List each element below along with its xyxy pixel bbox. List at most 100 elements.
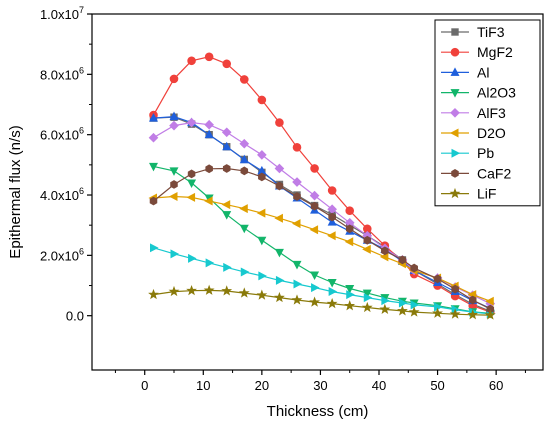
data-point — [398, 298, 408, 308]
data-point — [239, 204, 248, 214]
data-point — [256, 289, 268, 300]
legend-item: D2O — [441, 125, 506, 141]
data-point — [408, 306, 420, 317]
data-point — [344, 237, 354, 247]
legend-marker — [450, 107, 460, 118]
x-axis-label: Thickness (cm) — [267, 403, 369, 420]
data-point — [186, 192, 196, 202]
data-point — [327, 279, 337, 288]
data-point — [170, 180, 178, 189]
data-point — [467, 309, 479, 320]
data-point — [204, 52, 214, 62]
data-point — [275, 118, 284, 127]
data-point — [203, 284, 215, 295]
data-point — [222, 141, 232, 151]
data-point — [345, 224, 354, 234]
data-point — [239, 138, 250, 149]
data-point — [311, 283, 320, 293]
legend-item: Pb — [441, 145, 494, 161]
y-axis-label: Epithermal flux (n/s) — [7, 125, 24, 258]
legend-marker — [449, 187, 461, 199]
legend-label: LiF — [477, 186, 496, 202]
legend-item: AlF3 — [441, 105, 506, 121]
data-point — [239, 154, 249, 164]
data-point — [327, 217, 337, 226]
legend-label: Al — [477, 64, 489, 80]
x-tick-label: 10 — [196, 378, 210, 393]
data-point — [292, 177, 302, 187]
series-caf2 — [149, 164, 495, 314]
data-point — [328, 212, 336, 222]
data-point — [221, 285, 233, 296]
legend-item: MgF2 — [441, 44, 513, 60]
data-point — [363, 293, 373, 303]
data-point — [361, 301, 373, 313]
data-point — [328, 287, 338, 297]
data-point — [274, 163, 285, 174]
data-point — [187, 179, 197, 188]
series-lif — [148, 284, 496, 320]
data-point — [168, 285, 180, 297]
data-point — [205, 164, 213, 174]
legend: TiF3 MgF2 Al Al2O3 AlF3 D2O Pb CaF2 LiF — [434, 19, 541, 207]
y-tick-label: 4.0x106 — [40, 186, 84, 203]
x-tick-label: 20 — [255, 378, 269, 393]
data-point — [346, 290, 355, 300]
data-point — [149, 113, 158, 122]
data-point — [344, 300, 356, 311]
data-point — [257, 95, 267, 105]
data-point — [257, 236, 267, 246]
data-point — [169, 74, 179, 84]
data-point — [379, 252, 389, 262]
data-point — [150, 243, 159, 253]
data-point — [309, 190, 320, 201]
data-point — [293, 279, 303, 289]
data-point — [204, 119, 214, 130]
data-point — [362, 244, 371, 254]
data-point — [222, 164, 231, 173]
legend-item: LiF — [441, 186, 496, 202]
data-point — [274, 248, 284, 258]
data-point — [292, 143, 302, 152]
legend-marker — [451, 169, 459, 178]
plot-frame — [91, 13, 544, 371]
legend-item: TiF3 — [441, 24, 505, 40]
data-point — [292, 260, 302, 270]
y-axis: 0.0 2.0x106 4.0x106 6.0x106 8.0x106 1.0x107 — [40, 5, 92, 324]
data-point — [363, 235, 372, 245]
legend-marker — [449, 128, 459, 138]
x-tick-label: 60 — [489, 378, 503, 393]
series-pb — [150, 243, 496, 319]
data-point — [239, 224, 249, 234]
data-point — [468, 295, 477, 305]
data-point — [291, 219, 301, 229]
data-point — [169, 111, 179, 121]
data-point — [381, 296, 390, 306]
data-point — [239, 75, 249, 84]
data-point — [240, 166, 249, 176]
data-point — [410, 263, 418, 273]
legend-label: MgF2 — [477, 44, 513, 60]
legend-label: CaF2 — [477, 165, 511, 181]
data-point — [345, 206, 355, 216]
data-point — [275, 275, 285, 285]
legend-marker — [451, 28, 459, 36]
data-point — [379, 303, 391, 314]
data-point — [345, 285, 355, 294]
data-point — [168, 192, 178, 202]
data-point — [187, 169, 196, 179]
data-point — [309, 296, 320, 307]
data-point — [274, 213, 283, 223]
data-point — [148, 288, 159, 300]
data-point — [410, 300, 420, 310]
data-point — [310, 201, 319, 211]
data-point — [204, 196, 213, 206]
data-point — [186, 284, 197, 296]
data-point — [258, 271, 267, 281]
y-tick-label: 0.0 — [66, 309, 84, 324]
data-point — [148, 132, 159, 143]
data-point — [258, 172, 266, 182]
data-point — [204, 129, 214, 139]
data-point — [149, 162, 158, 172]
